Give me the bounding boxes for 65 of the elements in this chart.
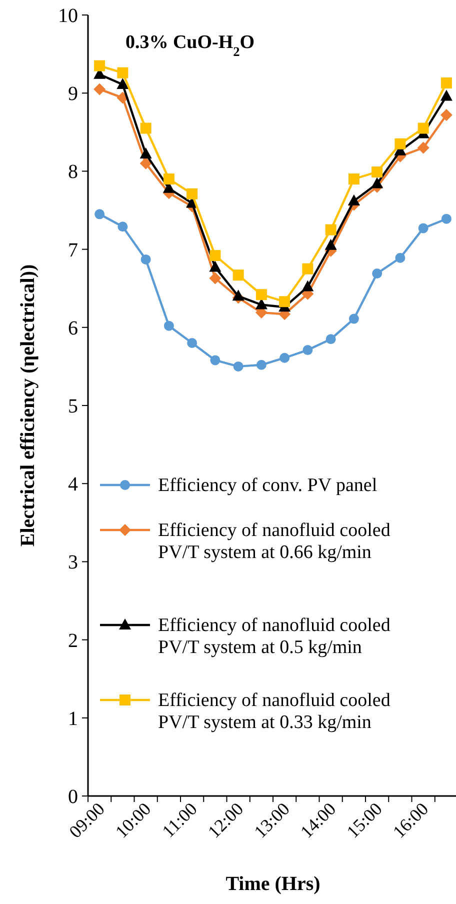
point [163,174,174,185]
y-tick-label: 1 [68,708,78,730]
point [256,360,266,370]
point [280,352,290,363]
x-axis-title: Time (Hrs) [226,873,320,895]
point [117,67,128,78]
point [209,260,222,272]
point [94,60,106,72]
point [187,338,198,348]
point [94,83,106,96]
point [116,78,129,90]
point [233,361,244,372]
y-tick-label: 5 [68,396,78,418]
point [324,238,337,250]
point [440,108,452,121]
point [395,252,406,263]
point [116,92,129,104]
point [118,222,128,232]
legend-label: Efficiency of nanofluid cooled PV/T system at 0.33 kg/min [158,690,391,733]
point [186,188,198,200]
y-axis-title: Electrical efficiency (ηelectrical)) [17,264,39,547]
point [210,355,220,366]
point [348,314,359,324]
point [232,290,244,301]
point [418,122,429,134]
y-tick-label: 4 [68,474,78,496]
y-tick-label: 3 [68,552,78,574]
y-tick-label: 9 [68,83,78,106]
point [372,268,382,279]
point [372,166,383,178]
point [371,177,384,188]
point [279,296,290,308]
point [348,174,360,185]
point [140,122,152,134]
point [164,320,174,331]
point [140,254,151,264]
y-tick-label: 0 [68,786,78,808]
y-tick-label: 8 [68,161,78,184]
point [140,148,152,159]
point [140,157,152,170]
legend-label: Efficiency of nanofluid cooled PV/T system at 0.66 kg/min [158,520,391,563]
legend-label: Efficiency of nanofluid cooled PV/T system at 0.5 kg/min [158,615,391,658]
point [440,90,452,101]
point [232,270,244,281]
y-tick-label: 6 [68,317,78,340]
y-tick-label: 2 [68,630,78,652]
point [94,209,105,220]
point [441,214,452,224]
point [302,345,313,356]
point [325,224,336,236]
text: 0.3% CuO-H$_{2}$O [125,32,255,58]
point [440,77,452,88]
legend-label: Efficiency of conv. PV panel [158,475,378,496]
point [417,142,430,154]
point [326,334,336,344]
y-tick-label: 10 [58,5,78,27]
point [209,272,222,284]
point [418,223,428,234]
point [394,138,406,150]
point [348,194,360,206]
point [256,289,267,300]
point [210,250,221,262]
point [302,280,314,292]
point [302,263,314,274]
y-tick-label: 7 [68,239,78,262]
